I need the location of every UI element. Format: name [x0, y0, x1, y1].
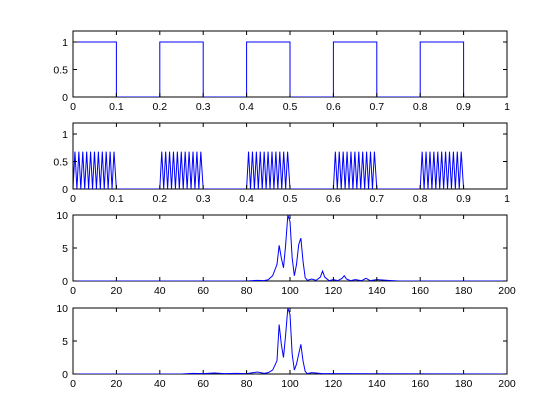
x-tick-label: 0.9	[456, 101, 471, 113]
x-tick-label: 0	[70, 378, 76, 390]
series-line-1	[73, 41, 465, 97]
x-tick-label: 100	[281, 378, 299, 390]
y-tick-label: 0	[62, 369, 68, 381]
x-tick-label: 0	[70, 101, 76, 113]
x-tick-label: 160	[411, 285, 429, 297]
y-tick-label: 10	[56, 210, 68, 222]
x-tick-label: 20	[111, 378, 123, 390]
x-tick-label: 100	[281, 285, 299, 297]
x-tick-label: 1	[504, 193, 510, 205]
y-tick-label: 0	[62, 92, 68, 104]
x-tick-label: 0.2	[152, 101, 167, 113]
x-tick-label: 160	[411, 378, 429, 390]
subplot-3: 0 20 40 60 80 100 120 140 160 180 200 0 5 10	[56, 210, 516, 297]
x-tick-label: 60	[197, 378, 209, 390]
x-tick-label: 0	[70, 285, 76, 297]
y-tick-label: 0.5	[53, 65, 68, 77]
subplot-1: 0 0.1 0.2 0.3 0.4 0.5 0.6 0.7 0.8 0.9 1 0 0.5 1	[53, 30, 510, 113]
y-tick-label: 5	[62, 243, 68, 255]
series-line-1	[73, 151, 465, 189]
x-tick-label: 0.7	[369, 193, 384, 205]
x-tick-label: 200	[498, 285, 516, 297]
x-tick-label: 80	[241, 285, 253, 297]
y-tick-label: 0	[62, 184, 68, 196]
x-tick-label: 200	[498, 378, 516, 390]
x-tick-label: 0.3	[196, 101, 211, 113]
y-tick-label: 5	[62, 336, 68, 348]
x-tick-label: 0.6	[326, 101, 341, 113]
x-tick-label: 180	[455, 378, 473, 390]
x-tick-label: 0.7	[369, 101, 384, 113]
x-tick-label: 0.5	[283, 193, 298, 205]
x-tick-label: 1	[504, 101, 510, 113]
x-tick-label: 80	[241, 378, 253, 390]
x-tick-label: 120	[325, 378, 343, 390]
y-tick-label: 1	[62, 37, 68, 49]
y-tick-label: 0.5	[53, 157, 68, 169]
series-line-1	[73, 308, 507, 374]
x-tick-label: 0.6	[326, 193, 341, 205]
y-tick-label: 10	[56, 303, 68, 315]
x-tick-label: 0.5	[283, 101, 298, 113]
x-tick-label: 0.2	[152, 193, 167, 205]
x-tick-label: 20	[111, 285, 123, 297]
x-tick-label: 40	[154, 378, 166, 390]
x-tick-label: 0.4	[239, 101, 254, 113]
subplot-2: 0 0.1 0.2 0.3 0.4 0.5 0.6 0.7 0.8 0.9 1 0 0.5 1	[53, 122, 510, 205]
x-tick-label: 60	[197, 285, 209, 297]
subplot-4: 0 20 40 60 80 100 120 140 160 180 200 0 5 10	[56, 303, 516, 390]
x-tick-label: 0.8	[413, 193, 428, 205]
x-tick-label: 120	[325, 285, 343, 297]
x-tick-label: 0	[70, 193, 76, 205]
x-tick-label: 0.1	[109, 193, 124, 205]
x-tick-label: 140	[368, 285, 386, 297]
y-tick-label: 1	[62, 129, 68, 141]
x-tick-label: 0.9	[456, 193, 471, 205]
x-tick-label: 0.3	[196, 193, 211, 205]
x-tick-label: 40	[154, 285, 166, 297]
series-line-1	[73, 215, 507, 281]
axes-frame	[72, 122, 508, 190]
x-tick-label: 0.8	[413, 101, 428, 113]
y-tick-label: 0	[62, 276, 68, 288]
x-tick-label: 140	[368, 378, 386, 390]
x-tick-label: 0.1	[109, 101, 124, 113]
x-tick-label: 0.4	[239, 193, 254, 205]
x-tick-label: 180	[455, 285, 473, 297]
